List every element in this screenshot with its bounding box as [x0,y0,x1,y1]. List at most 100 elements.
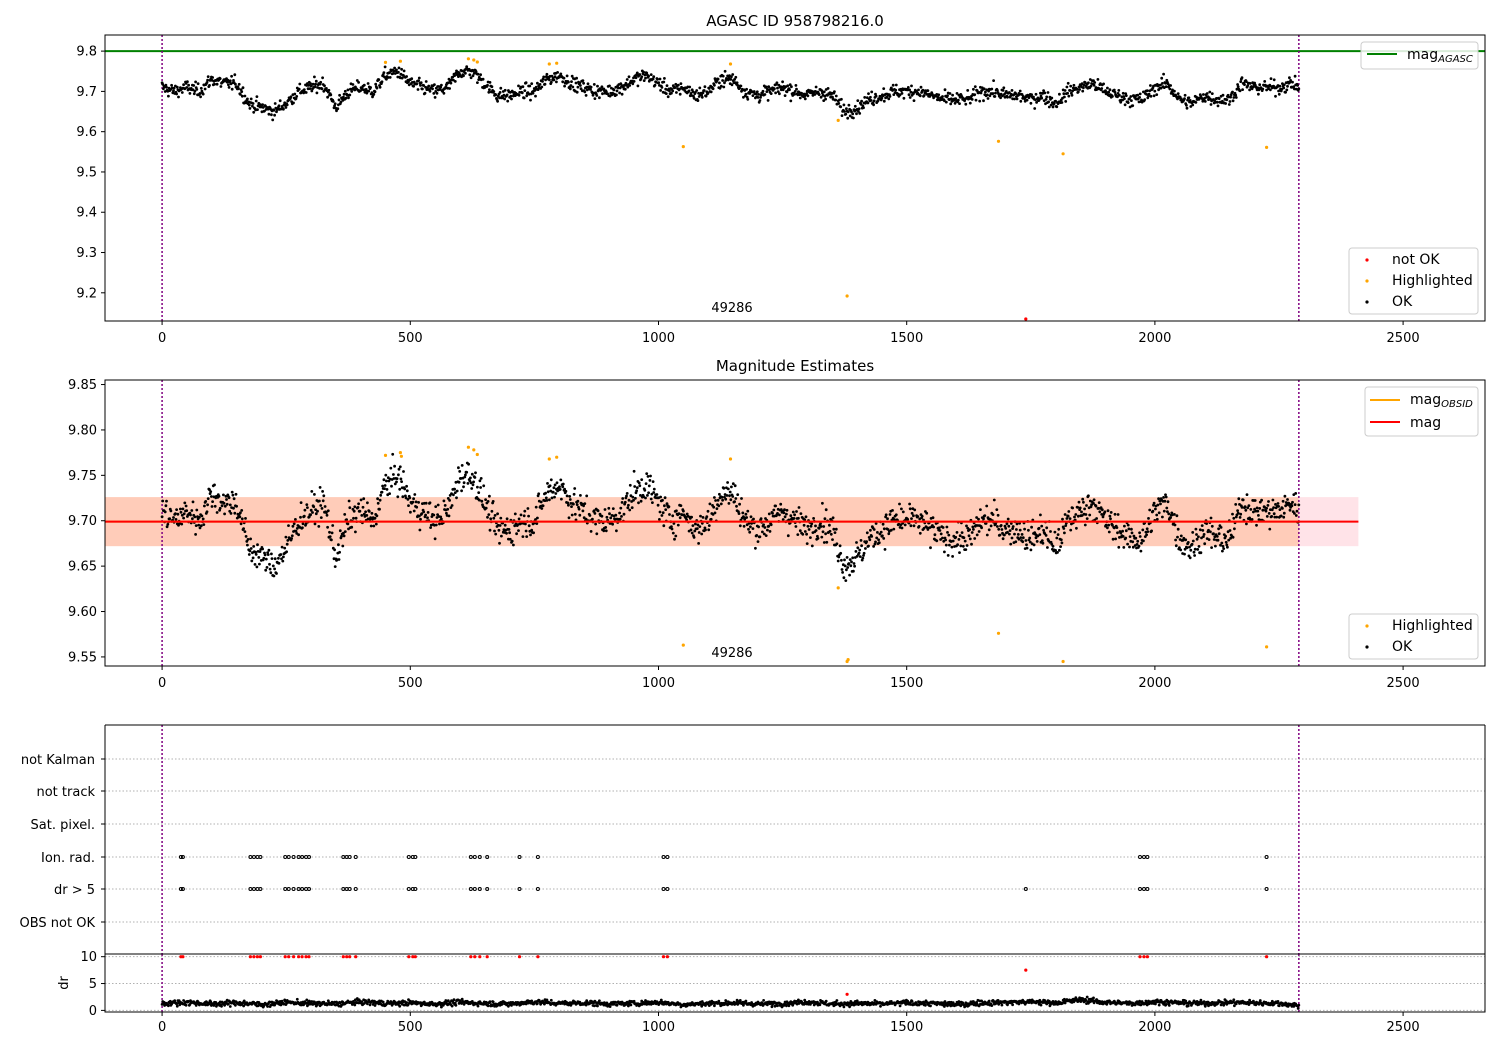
ok-point [701,91,705,95]
ok-point [1042,528,1045,532]
ok-point [1099,506,1103,509]
ok-point [1024,539,1028,542]
ok-point [322,494,326,498]
ok-point [1011,525,1015,528]
ok-point [559,72,563,76]
ok-point [625,494,628,498]
ok-point [549,478,553,482]
ok-point [519,513,523,517]
ok-point [382,478,386,482]
ok-point [872,99,876,103]
ok-point [362,83,366,87]
ok-point [620,515,623,518]
ok-point [1138,535,1142,538]
ok-point [988,94,992,98]
ok-point [845,107,848,111]
dr-point [824,999,828,1003]
ok-point [165,85,168,89]
ok-point [546,490,550,494]
ok-point [561,485,565,489]
ok-point [763,93,767,96]
ok-point [1033,107,1037,110]
ok-point [1256,509,1260,513]
ok-point [1232,96,1236,99]
highlighted-point [681,145,685,149]
ok-point [548,484,552,488]
ok-point [253,563,257,566]
ok-point [354,516,358,520]
ok-point [1145,93,1148,96]
ok-point [631,82,635,86]
ok-point [331,524,335,527]
ok-point [369,524,373,528]
ok-point [1044,534,1048,537]
ok-point [578,81,582,85]
ok-point [376,497,379,501]
ok-point [1138,92,1142,96]
ok-point [564,489,568,493]
ok-point [948,92,952,95]
ok-point [922,94,926,97]
ok-point [676,523,680,527]
ok-point [1049,530,1052,533]
ok-point [821,530,825,534]
ok-point [263,109,266,113]
ok-point [481,77,485,81]
ok-point [1187,96,1191,100]
ok-point [872,528,876,531]
ok-point [814,529,818,532]
ok-point [847,103,851,107]
ok-point [647,74,650,78]
ok-point [219,85,223,88]
ok-point [1148,508,1152,512]
flag-label: not track [36,785,95,800]
ok-point [233,511,237,515]
ok-point [715,507,719,510]
ok-point [791,510,795,514]
ok-point [388,76,392,79]
ok-point [453,74,456,77]
ok-point [1142,539,1145,543]
highlighted-point [472,448,476,452]
ok-point [1205,522,1208,525]
ok-point [1014,540,1018,544]
dr-point [842,1005,846,1009]
x-tick-label: 2500 [1387,331,1420,346]
ok-point [1245,80,1248,83]
ok-point [1127,527,1131,531]
ok-point [1167,512,1171,516]
ok-point [1220,541,1224,545]
ok-point [348,506,352,510]
ok-point [946,531,949,534]
ok-point [844,579,848,582]
ok-point [1246,506,1250,510]
ok-point [639,494,642,497]
ok-point [405,484,408,488]
not-ok-point [1024,317,1028,321]
y-tick-label: 9.75 [68,469,97,484]
ok-point [860,99,863,103]
ok-point [833,90,836,93]
ok-point [755,534,759,537]
ok-point [1146,530,1150,533]
dr-point [797,998,800,1002]
ok-point [389,466,393,470]
ok-point [479,486,482,489]
ok-point [867,536,871,539]
ok-point [788,88,791,92]
ok-point [1192,550,1196,554]
ok-point [623,87,627,91]
ok-point [761,530,764,534]
ok-point [1159,83,1162,87]
ok-point [1056,551,1059,554]
ok-point [859,102,863,106]
ok-point [491,500,495,503]
ok-point [166,523,170,526]
ok-point [261,106,265,109]
ok-point [759,96,762,99]
ok-point [696,523,700,527]
ok-point [367,89,371,93]
ok-point [776,90,780,93]
ok-point [548,498,551,502]
ok-point [718,81,721,85]
